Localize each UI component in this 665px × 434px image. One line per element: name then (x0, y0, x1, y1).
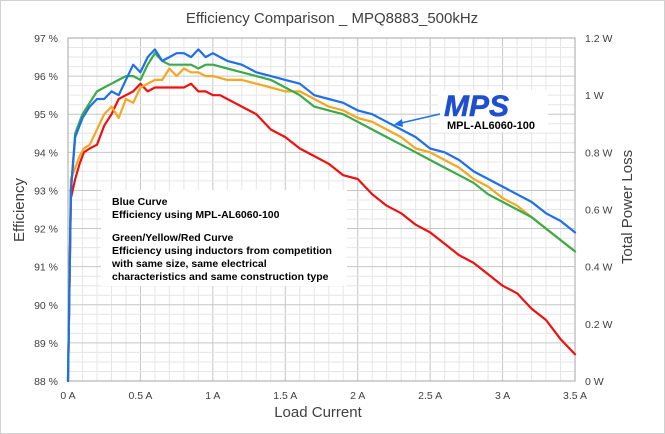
x-tick-label: 0 A (60, 390, 75, 402)
y2-axis-title: Total Power Loss (619, 150, 636, 264)
series-line-yellow-curve (66, 67, 577, 383)
y-tick-label: 88 % (34, 376, 58, 388)
y-tick-label: 95 % (34, 109, 58, 121)
annotation-other-line1: Efficiency using inductors from competit… (112, 245, 332, 257)
x-tick-label: 1 A (205, 390, 220, 402)
y-tick-label: 92 % (34, 224, 58, 236)
brand-background (438, 90, 548, 132)
brand-label: MPL-AL6060-100 (447, 120, 535, 132)
series-line-red-curve (66, 82, 577, 383)
annotation-other-heading: Green/Yellow/Red Curve (112, 232, 234, 244)
axis-ticks: 0 A 0.5 A 1 A 1.5 A 2 A 2.5 A 3 A 3.5 A 88 % 89 %… (34, 33, 612, 402)
y2-tick-label: 0.8 W (585, 147, 613, 159)
x-tick-label: 2 A (350, 390, 365, 402)
y-tick-label: 89 % (34, 338, 58, 350)
brand-callout: MPS MPL-AL6060-100 (394, 90, 548, 132)
series-lines (66, 48, 577, 383)
annotation-other-line3: characteristics and same construction ty… (112, 271, 329, 283)
x-tick-label: 3.5 A (563, 390, 587, 402)
annotation-background (101, 190, 347, 286)
annotation-blue-text: Efficiency using MPL-AL6060-100 (112, 209, 280, 221)
series-line-blue-curve (66, 48, 577, 383)
callout-arrow-head (394, 119, 403, 127)
x-tick-label: 3 A (495, 390, 510, 402)
chart-title: Efficiency Comparison _ MPQ8883_500kHz (186, 10, 478, 27)
y2-tick-label: 0.2 W (585, 319, 613, 331)
annotation-other-line2: with same size, same electrical (111, 258, 267, 270)
y-tick-label: 91 % (34, 262, 58, 274)
plot-area-border (67, 37, 576, 382)
mps-logo: MPS (444, 90, 509, 123)
y-tick-label: 97 % (34, 33, 58, 45)
callout-arrow-line (400, 113, 441, 124)
y2-tick-label: 1.2 W (585, 33, 613, 45)
series-line-green-curve (66, 52, 577, 383)
x-tick-label: 1.5 A (273, 390, 297, 402)
y2-tick-label: 0.4 W (585, 262, 613, 274)
y-tick-label: 94 % (34, 147, 58, 159)
y2-tick-label: 0.6 W (585, 205, 613, 217)
y-tick-label: 96 % (34, 71, 58, 83)
x-tick-label: 0.5 A (128, 390, 152, 402)
y-axis-title: Efficiency (11, 178, 28, 242)
annotation-blue-heading: Blue Curve (112, 196, 168, 208)
y-tick-label: 93 % (34, 185, 58, 197)
x-axis-title: Load Current (274, 404, 362, 421)
x-tick-label: 2.5 A (418, 390, 442, 402)
annotation-box: Blue Curve Efficiency using MPL-AL6060-1… (101, 190, 347, 286)
y-tick-label: 90 % (34, 300, 58, 312)
y2-tick-label: 1 W (585, 90, 604, 102)
y2-tick-label: 0 W (585, 376, 604, 388)
